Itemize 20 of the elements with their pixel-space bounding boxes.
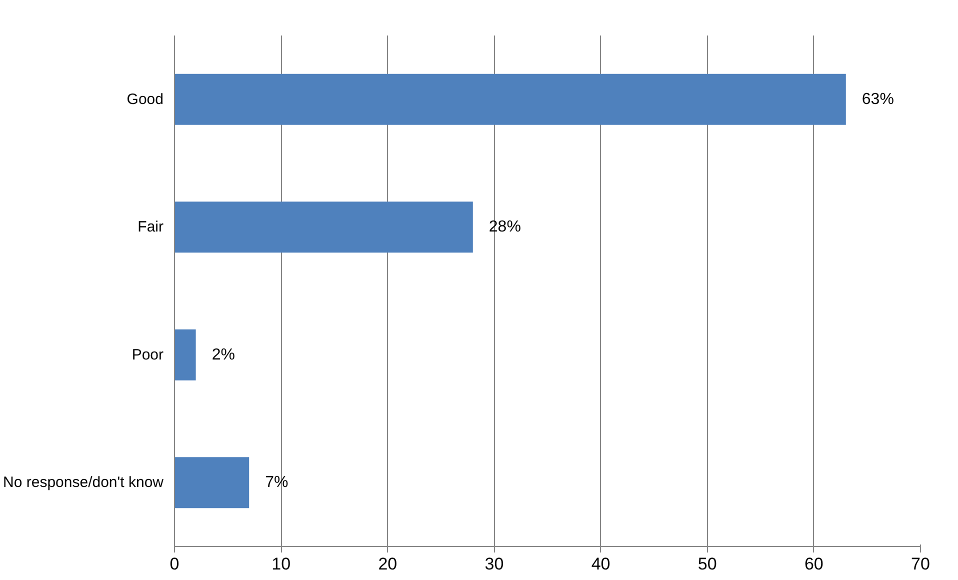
y-tick-label: No response/don't know — [3, 474, 164, 492]
y-tick-label: Poor — [132, 346, 164, 364]
data-label: 63% — [862, 90, 894, 108]
x-tick-label: 20 — [378, 554, 398, 574]
x-tick-label: 0 — [170, 554, 180, 574]
x-tick-label: 10 — [272, 554, 291, 574]
data-label: 7% — [265, 474, 288, 492]
y-tick-label: Fair — [138, 218, 164, 236]
x-tick-label: 60 — [804, 554, 824, 574]
x-tick-label: 40 — [591, 554, 610, 574]
bar — [174, 329, 196, 380]
x-tick-label: 30 — [484, 554, 504, 574]
bar — [174, 74, 846, 125]
data-label: 28% — [488, 218, 521, 236]
x-tick-label: 50 — [698, 554, 717, 574]
bar — [174, 457, 250, 508]
x-tick-label: 70 — [911, 554, 930, 574]
y-tick-label: Good — [126, 90, 164, 108]
data-label: 2% — [212, 346, 235, 364]
bar — [174, 202, 473, 253]
